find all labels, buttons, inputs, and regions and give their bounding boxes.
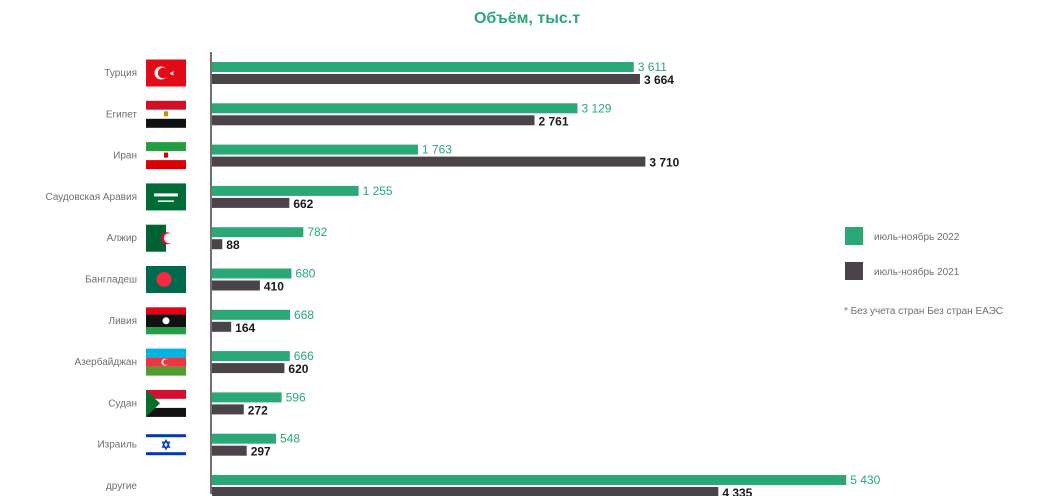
category-label: Бангладеш	[85, 275, 137, 286]
bar-2022	[212, 268, 292, 279]
data-label-2021: 164	[235, 321, 255, 335]
data-label-2021: 410	[264, 280, 284, 294]
bar-2021	[212, 280, 260, 291]
chart-row: Бангладеш 680 410	[85, 266, 316, 294]
chart-row: Иран 1 763 3 710	[113, 142, 680, 170]
chart-row: Саудовская Аравия 1 255 662	[45, 183, 393, 211]
legend-label: июль-ноябрь 2021	[874, 266, 960, 278]
category-label: другие	[106, 481, 138, 492]
category-label: Судан	[108, 398, 137, 409]
legend-item-2021: июль-ноябрь 2021	[845, 262, 960, 280]
chart-row: другие 5 430 4 335	[106, 473, 881, 496]
category-label: Азербайджан	[74, 356, 137, 368]
bar-2021	[212, 363, 285, 374]
bar-2022	[212, 62, 634, 72]
bar-2021	[212, 239, 223, 250]
data-label-2022: 782	[307, 225, 327, 239]
chart-row: Израиль 548 297	[97, 431, 300, 459]
data-label-2021: 3 664	[644, 73, 674, 87]
bar-2022	[212, 392, 282, 403]
data-label-2021: 4 335	[722, 486, 752, 496]
bar-2022	[212, 144, 418, 155]
data-label-2022: 5 430	[850, 473, 880, 487]
legend-item-2022: июль-ноябрь 2022	[845, 227, 960, 245]
bar-2022	[212, 351, 290, 362]
bar-2022	[212, 103, 578, 114]
flag-egypt-icon	[146, 100, 186, 128]
flag-azerbaijan-icon	[146, 348, 186, 376]
category-label: Турция	[104, 68, 137, 79]
data-label-2022: 3 129	[581, 101, 611, 115]
bar-2021	[212, 156, 646, 167]
legend: июль-ноябрь 2022 июль-ноябрь 2021 * Без уч…	[844, 227, 1003, 317]
data-label-2022: 666	[294, 349, 314, 363]
legend-label: июль-ноябрь 2022	[874, 231, 960, 243]
bar-2021	[212, 115, 535, 126]
data-label-2021: 272	[248, 403, 268, 417]
legend-swatch	[845, 262, 863, 280]
bar-2021	[212, 321, 232, 332]
bar-2021	[212, 487, 719, 496]
flag-turkey-icon	[146, 59, 186, 87]
data-label-2022: 1 255	[363, 184, 393, 198]
flag-saudi-arabia-icon	[146, 183, 186, 211]
flag-israel-icon	[146, 431, 186, 459]
category-label: Израиль	[97, 440, 137, 451]
bar-2021	[212, 74, 640, 84]
category-label: Алжир	[107, 233, 138, 244]
data-label-2021: 297	[251, 445, 271, 459]
data-label-2021: 662	[293, 197, 313, 211]
bar-2022	[212, 309, 291, 320]
data-label-2022: 596	[286, 390, 306, 404]
data-label-2022: 668	[294, 308, 314, 322]
bar-2022	[212, 433, 277, 444]
footnote: * Без учета стран Без стран ЕАЭС	[844, 306, 1003, 317]
chart-row: Алжир 782 88	[107, 224, 328, 252]
data-label-2022: 3 611	[638, 60, 667, 74]
bar-2022	[212, 185, 359, 196]
flag-bangladesh-icon	[146, 266, 186, 293]
chart-title: Объём, тыс.т	[473, 10, 581, 27]
bar-2021	[212, 197, 290, 208]
bar-2022	[212, 227, 304, 238]
chart-row: Египет 3 129 2 761	[106, 100, 612, 128]
category-label: Ливия	[109, 316, 137, 327]
data-label-2022: 680	[295, 267, 315, 281]
data-label-2021: 88	[226, 238, 240, 252]
data-label-2022: 548	[280, 432, 300, 446]
category-label: Саудовская Аравия	[45, 192, 137, 203]
legend-swatch	[845, 227, 863, 245]
bar-2022	[212, 475, 847, 485]
category-label: Иран	[113, 151, 137, 162]
flag-sudan-icon	[146, 389, 186, 417]
flag-iran-icon	[146, 142, 186, 170]
bar-2021	[212, 404, 244, 415]
flag-libya-icon	[146, 307, 186, 335]
chart-row: Судан 596 272	[108, 389, 306, 417]
data-label-2022: 1 763	[422, 143, 452, 157]
data-label-2021: 3 710	[649, 156, 679, 170]
chart-row: Ливия 668 164	[109, 307, 314, 335]
data-label-2021: 2 761	[538, 114, 568, 128]
category-label: Египет	[106, 109, 138, 120]
bar-2021	[212, 445, 247, 456]
data-label-2021: 620	[288, 362, 308, 376]
flag-algeria-icon	[146, 224, 186, 252]
